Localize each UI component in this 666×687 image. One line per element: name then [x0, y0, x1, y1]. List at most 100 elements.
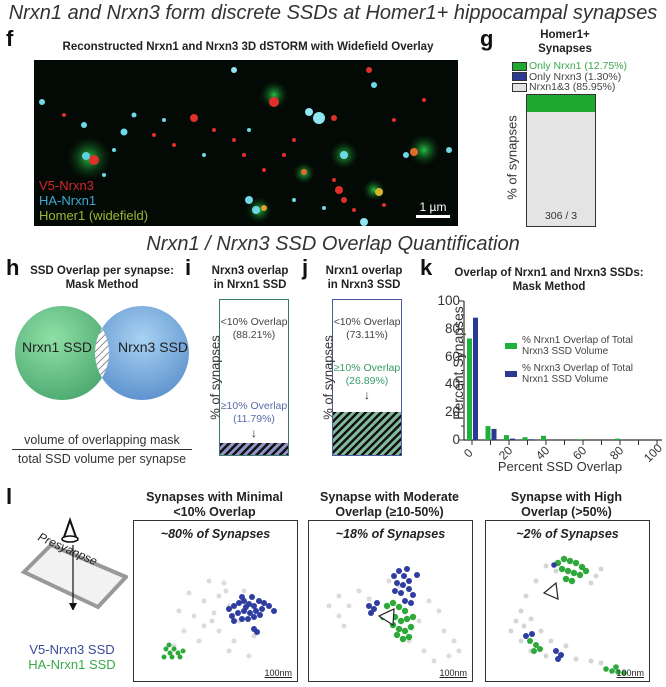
panel-i-high-value: (11.79%): [233, 413, 275, 425]
ytick-100: 100: [437, 293, 460, 308]
panel-k-letter: k: [420, 255, 433, 280]
panel-j-ylabel: % of synapses: [320, 335, 336, 420]
panel-h-title-line1: SSD Overlap per synapse:: [30, 265, 174, 277]
legend-ha-nrxn1: HA-Nrxn1: [39, 193, 97, 208]
panel-k-title-line1: Overlap of Nrxn1 and Nrxn3 SSDs:: [454, 267, 644, 279]
panel-f-letter: f: [6, 26, 14, 51]
panel-g-title-line1: Homer1+: [540, 29, 590, 41]
section-title: Nrxn1 / Nrxn3 SSD Overlap Quantification: [146, 233, 520, 255]
microscopy-spots: [39, 67, 452, 226]
panel-j-arrow: ↓: [364, 388, 370, 402]
panel-j-title: Nrxn1 overlap in Nrxn3 SSD: [314, 264, 414, 292]
legend-swatch-nrxn1-overlap: [505, 343, 517, 349]
panel-j-hatch-segment: [333, 412, 401, 455]
box-3-subtitle: ~2% of Synapses: [516, 527, 619, 541]
legend-v5-nrxn3: V5-Nrxn3: [39, 178, 94, 193]
panel-j-high-value: (26.89%): [345, 375, 389, 387]
legend-ha-nrxn1-ssd: HA-Nrxn1 SSD: [28, 657, 116, 672]
legend-swatch-only-nrxn1: [512, 61, 527, 71]
panel-h-letter: h: [6, 255, 20, 280]
scatter-box-high: ~2% of Synapses 100nm: [485, 520, 650, 682]
box-1-subtitle: ~80% of Synapses: [160, 527, 271, 541]
box-2-title-line1: Synapse with Moderate: [320, 490, 459, 504]
panel-g-ylabel: % of synapses: [504, 115, 520, 200]
panel-i-arrow: ↓: [251, 426, 257, 440]
box-3-scalebar: 100nm: [616, 668, 644, 678]
ytick-80: 80: [444, 320, 460, 336]
panel-k-legend: % Nrxn1 Overlap of Total Nrxn3 SSD Volume…: [505, 335, 633, 385]
panel-i-high-label: ≥10% Overlap: [220, 400, 288, 412]
panel-j-bar: <10% Overlap (73.11%) ≥10% Overlap (26.8…: [332, 299, 402, 456]
legend-only-nrxn1: Only Nrxn1 (12.75%): [529, 60, 628, 72]
box-3-title-line1: Synapse with High: [510, 490, 623, 504]
legend-v5-nrxn3-ssd: V5-Nrxn3 SSD: [29, 642, 115, 657]
panel-g-letter: g: [480, 26, 494, 51]
presynapse-diagram: [20, 516, 128, 610]
legend-nrxn1-3: Nrxn1&3 (85.95%): [529, 81, 616, 93]
legend-only-nrxn3: Only Nrxn3 (1.30%): [529, 70, 622, 83]
venn-label-nrxn1: Nrxn1 SSD: [22, 339, 93, 355]
panel-g-count: 306 / 3: [544, 210, 578, 222]
panel-j-title-line2: in Nrxn3 SSD: [327, 279, 401, 291]
legend-nrxn3-overlap: % Nrxn3 Overlap of Total Nrxn1 SSD Volume: [522, 363, 633, 385]
legend-swatch-only-nrxn3: [512, 72, 527, 82]
scalebar-label: 1 µm: [419, 200, 447, 214]
scatter-box-3-title: Synapse with High Overlap (>50%): [485, 490, 648, 520]
panel-l-letter: l: [6, 484, 13, 509]
panel-h-title-line2: Mask Method: [65, 279, 139, 291]
box-3-points: [508, 555, 627, 676]
panel-k-xlabel: Percent SSD Overlap: [497, 459, 623, 474]
legend-swatch-nrxn3-overlap: [505, 371, 517, 377]
formula-denominator: total SSD volume per synapse: [17, 452, 187, 466]
venn-diagram: [15, 306, 189, 400]
panel-h-title: SSD Overlap per synapse: Mask Method: [24, 264, 180, 292]
formula-numerator: volume of overlapping mask: [12, 433, 192, 450]
panel-g-title: Homer1+ Synapses: [515, 28, 615, 56]
box-2-title-line2: Overlap (≥10-50%): [335, 505, 444, 519]
venn-label-nrxn3: Nrxn3 SSD: [118, 339, 189, 355]
dstorm-image: V5-Nrxn3 HA-Nrxn1 Homer1 (widefield) 1 µ…: [34, 60, 458, 226]
panel-g-stacked-bar: 306 / 3: [526, 94, 596, 227]
panel-k-histogram: [459, 300, 662, 445]
legend-homer1: Homer1 (widefield): [39, 208, 149, 223]
panel-j-title-line1: Nrxn1 overlap: [325, 265, 403, 277]
scatter-box-1-title: Synapses with Minimal <10% Overlap: [133, 490, 296, 520]
panel-j-high-label: ≥10% Overlap: [333, 362, 401, 374]
panel-i-low-label: <10% Overlap: [220, 316, 288, 328]
panel-j-low-label: <10% Overlap: [333, 316, 401, 328]
scatter-box-2-title: Synapse with Moderate Overlap (≥10-50%): [308, 490, 471, 520]
panel-g-legend: Only Nrxn1 (12.75%) Only Nrxn3 (1.30%) N…: [512, 61, 627, 93]
panel-i-letter: i: [185, 255, 192, 280]
panel-i-title-line2: in Nrxn1 SSD: [213, 279, 287, 291]
panel-i-low-value: (88.21%): [232, 329, 276, 341]
box-1-points: [161, 578, 277, 660]
box-1-title-line1: Synapses with Minimal: [146, 490, 283, 504]
bar-segment-only-nrxn1: [527, 95, 595, 112]
box-1-scalebar: 100nm: [264, 668, 292, 678]
legend-nrxn1-overlap: % Nrxn1 Overlap of Total Nrxn3 SSD Volume: [522, 335, 633, 357]
figure-title: Nrxn1 and Nrxn3 form discrete SSDs at Ho…: [8, 2, 658, 24]
ytick-60: 60: [444, 348, 460, 364]
box-2-scalebar: 100nm: [439, 668, 467, 678]
panel-k-title: Overlap of Nrxn1 and Nrxn3 SSDs: Mask Me…: [444, 266, 654, 294]
ytick-20: 20: [444, 404, 460, 420]
legend-swatch-nrxn1-3: [512, 82, 527, 92]
panel-i-title: Nrxn3 overlap in Nrxn1 SSD: [200, 264, 300, 292]
scatter-box-moderate: ~18% of Synapses 100nm: [308, 520, 473, 682]
panel-i-bar: <10% Overlap (88.21%) ≥10% Overlap (11.7…: [219, 299, 289, 456]
panel-g-title-line2: Synapses: [538, 43, 592, 55]
box-2-points: [326, 566, 462, 664]
box-3-title-line2: Overlap (>50%): [521, 505, 612, 519]
panel-j-low-value: (73.11%): [346, 329, 388, 341]
scalebar: 1 µm: [416, 200, 450, 218]
panel-i-ylabel: % of synapses: [207, 335, 223, 420]
scatter-box-minimal: ~80% of Synapses 100nm: [133, 520, 298, 682]
box-1-title-line2: <10% Overlap: [173, 505, 256, 519]
scalebar-line: [416, 215, 450, 218]
ytick-0: 0: [452, 432, 460, 447]
panel-f-title: Reconstructed Nrxn1 and Nrxn3 3D dSTORM …: [62, 41, 434, 53]
panel-j-letter: j: [302, 255, 309, 280]
panel-k-title-line2: Mask Method: [512, 281, 586, 293]
panel-i-title-line1: Nrxn3 overlap: [211, 265, 289, 277]
ytick-40: 40: [444, 376, 460, 392]
